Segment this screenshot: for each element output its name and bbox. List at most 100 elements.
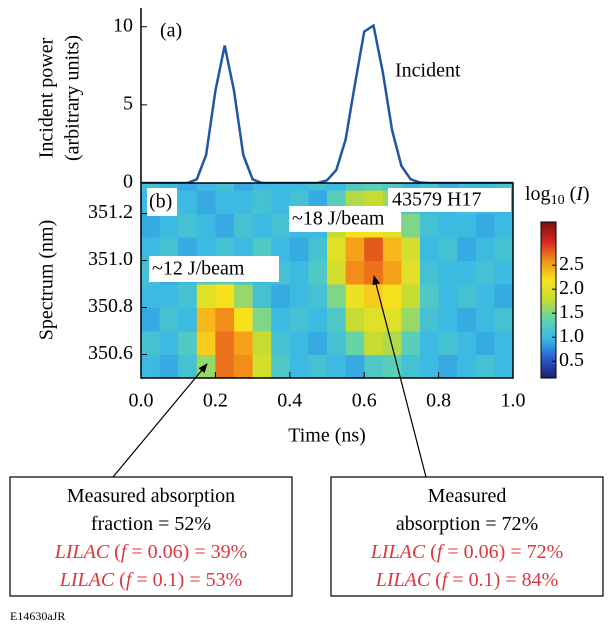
heatmap-cell bbox=[178, 354, 198, 379]
heatmap-cell bbox=[141, 183, 161, 191]
heatmap-cell bbox=[401, 183, 421, 191]
box-line: LILAC (f = 0.06) = 72% bbox=[370, 541, 564, 563]
heatmap-cell bbox=[141, 237, 161, 262]
heatmap-cell bbox=[141, 354, 161, 379]
heatmap-cell bbox=[178, 307, 198, 332]
heatmap-cell bbox=[196, 190, 216, 215]
colorbar-title: log10 (I) bbox=[525, 183, 590, 209]
heatmap-cell bbox=[345, 237, 365, 262]
box-line: LILAC (f = 0.1) = 84% bbox=[375, 569, 559, 591]
y-tick-label: 10 bbox=[113, 14, 133, 36]
heatmap-cell bbox=[420, 213, 440, 238]
label-bg bbox=[149, 256, 279, 282]
heatmap-cell bbox=[420, 354, 440, 379]
box-line-part: absorption = 72% bbox=[396, 513, 538, 535]
arrow bbox=[372, 275, 427, 478]
heatmap-cell bbox=[494, 307, 514, 332]
label-bg bbox=[289, 206, 401, 232]
heatmap-cell bbox=[159, 307, 179, 332]
box-line-part: LILAC bbox=[54, 541, 110, 563]
heatmap-cell bbox=[457, 284, 477, 309]
heatmap-cell bbox=[382, 260, 402, 285]
x-axis-title: Time (ns) bbox=[288, 425, 366, 447]
heatmap-cell bbox=[308, 237, 328, 262]
heatmap-cell bbox=[364, 284, 384, 309]
heatmap-cell bbox=[457, 213, 477, 238]
heatmap-cell bbox=[457, 331, 477, 355]
heatmap-cell bbox=[234, 307, 254, 332]
heatmap-cell bbox=[271, 237, 291, 262]
heatmap-cell bbox=[271, 331, 291, 355]
heatmap-cell bbox=[327, 183, 347, 191]
x-tick-label: 0.2 bbox=[203, 390, 228, 412]
heatmap-cell bbox=[141, 331, 161, 355]
heatmap-cell bbox=[494, 213, 514, 238]
box-line: fraction = 52% bbox=[91, 513, 211, 535]
panel-label: (a) bbox=[160, 20, 182, 42]
heatmap-cell bbox=[382, 331, 402, 355]
colorbar-title-part: I bbox=[575, 183, 584, 205]
box-line: LILAC (f = 0.1) = 53% bbox=[59, 569, 243, 591]
box-line-part: = 0.1) = 84% bbox=[447, 569, 558, 591]
colorbar-tick-label: 1.0 bbox=[559, 325, 584, 347]
heatmap-cell bbox=[382, 237, 402, 262]
heatmap-cell bbox=[289, 307, 309, 332]
heatmap-cell bbox=[308, 183, 328, 191]
x-tick-label: 0.6 bbox=[352, 390, 377, 412]
heatmap-cell bbox=[271, 213, 291, 238]
heatmap-cell bbox=[401, 284, 421, 309]
heatmap-cell bbox=[327, 260, 347, 285]
y-axis-title: Spectrum (nm) bbox=[36, 220, 58, 341]
box-line-part: ( bbox=[114, 569, 126, 591]
heatmap-cell bbox=[438, 260, 458, 285]
box-line-part: LILAC bbox=[375, 569, 431, 591]
box-line-part: ( bbox=[430, 569, 442, 591]
heatmap-cell bbox=[141, 213, 161, 238]
box-line: Measured absorption bbox=[67, 485, 235, 507]
colorbar-title-part: 10 bbox=[551, 193, 565, 208]
heatmap-cell bbox=[271, 183, 291, 191]
heatmap-cell bbox=[252, 183, 272, 191]
heatmap-cell bbox=[252, 307, 272, 332]
result-box bbox=[330, 476, 604, 597]
heatmap-cell bbox=[215, 190, 235, 215]
heatmap-cell bbox=[364, 307, 384, 332]
box-line-part: f bbox=[121, 541, 129, 563]
heatmap-cell bbox=[159, 213, 179, 238]
box-line-part: Measured bbox=[428, 485, 507, 507]
heatmap-cell bbox=[420, 284, 440, 309]
heatmap-cell bbox=[475, 354, 495, 379]
heatmap-cell bbox=[494, 237, 514, 262]
box-line-part: f bbox=[437, 541, 445, 563]
result-box bbox=[9, 476, 293, 597]
heatmap-cell bbox=[401, 307, 421, 332]
heatmap-cell bbox=[438, 354, 458, 379]
box-line-part: ( bbox=[425, 541, 437, 563]
heatmap-cell bbox=[252, 213, 272, 238]
heatmap-cell bbox=[457, 183, 477, 191]
colorbar-title-part: ) bbox=[583, 183, 590, 205]
heatmap-cell bbox=[196, 237, 216, 262]
line bbox=[141, 23, 513, 185]
heatmap-cell bbox=[178, 190, 198, 215]
heatmap-cell bbox=[252, 190, 272, 215]
heatmap-cell bbox=[364, 354, 384, 379]
x-tick-label: 1.0 bbox=[501, 390, 526, 412]
y-axis-title: Incident power bbox=[36, 37, 58, 158]
box-line: LILAC (f = 0.06) = 39% bbox=[54, 541, 248, 563]
box-line-part: ( bbox=[109, 541, 121, 563]
heatmap-cell bbox=[327, 237, 347, 262]
annotation: ~18 J/beam bbox=[292, 208, 385, 230]
heatmap-cell bbox=[401, 237, 421, 262]
heatmap-cell bbox=[141, 307, 161, 332]
heatmap-cell bbox=[215, 331, 235, 355]
heatmap-cell bbox=[494, 260, 514, 285]
heatmap-cell bbox=[401, 331, 421, 355]
heatmap-cell bbox=[327, 331, 347, 355]
heatmap-cell bbox=[196, 183, 216, 191]
heatmap-cell bbox=[345, 307, 365, 332]
heatmap-cell bbox=[215, 284, 235, 309]
heatmap-cell bbox=[271, 307, 291, 332]
heatmap-cell bbox=[420, 307, 440, 332]
y-tick-label: 5 bbox=[123, 92, 133, 114]
